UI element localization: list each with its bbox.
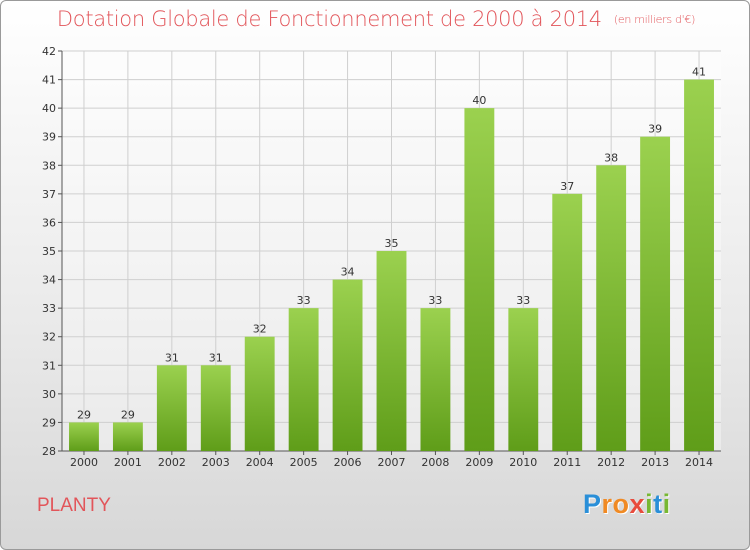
logo-letter: i — [645, 489, 654, 519]
x-tick-label: 2012 — [597, 456, 625, 469]
y-tick-label: 41 — [42, 74, 56, 87]
data-label: 33 — [516, 294, 530, 307]
proxiti-logo: Proxiti — [583, 489, 671, 520]
x-tick-label: 2014 — [685, 456, 713, 469]
logo-letter: t — [653, 489, 663, 519]
data-label: 39 — [648, 123, 662, 136]
bar-2008 — [420, 308, 451, 451]
commune-name: PLANTY — [37, 495, 111, 516]
y-tick-label: 33 — [42, 302, 56, 315]
y-tick-label: 28 — [42, 445, 56, 458]
x-tick-label: 2003 — [202, 456, 230, 469]
bar-2011 — [552, 193, 583, 451]
bar-2004 — [244, 336, 275, 451]
data-label: 32 — [253, 323, 267, 336]
bar-2003 — [200, 365, 231, 451]
x-tick-label: 2007 — [378, 456, 406, 469]
bar-2005 — [288, 308, 319, 451]
x-tick-label: 2005 — [290, 456, 318, 469]
y-tick-label: 42 — [42, 45, 56, 58]
bar-2009 — [464, 108, 495, 452]
data-label: 41 — [692, 66, 706, 79]
logo-letter: i — [662, 489, 671, 519]
y-tick-label: 34 — [42, 274, 56, 287]
y-tick-label: 38 — [42, 159, 56, 172]
logo-letter: x — [629, 489, 646, 519]
bar-2000 — [69, 422, 99, 451]
bar-2014 — [684, 79, 714, 452]
x-tick-label: 2004 — [246, 456, 274, 469]
y-tick-label: 37 — [42, 188, 56, 201]
y-tick-label: 29 — [42, 416, 56, 429]
data-label: 40 — [472, 94, 486, 107]
chart-title-text: Dotation Globale de Fonctionnement de 20… — [56, 7, 602, 31]
data-label: 37 — [560, 180, 574, 193]
y-tick-label: 31 — [42, 359, 56, 372]
chart-title: Dotation Globale de Fonctionnement de 20… — [1, 7, 749, 31]
bar-2012 — [596, 165, 627, 452]
bar-2013 — [640, 136, 671, 451]
x-tick-label: 2008 — [421, 456, 449, 469]
data-label: 35 — [385, 237, 399, 250]
x-tick-label: 2009 — [465, 456, 493, 469]
x-tick-label: 2006 — [334, 456, 362, 469]
x-tick-label: 2001 — [114, 456, 142, 469]
x-tick-label: 2011 — [553, 456, 581, 469]
y-tick-label: 32 — [42, 331, 56, 344]
y-tick-label: 35 — [42, 245, 56, 258]
data-label: 29 — [77, 408, 91, 421]
bar-2002 — [156, 365, 187, 451]
x-tick-label: 2002 — [158, 456, 186, 469]
x-tick-label: 2010 — [509, 456, 537, 469]
data-label: 34 — [341, 266, 355, 279]
bar-2006 — [332, 279, 363, 451]
data-label: 31 — [209, 351, 223, 364]
y-tick-label: 40 — [42, 102, 56, 115]
logo-letter: r — [601, 489, 613, 519]
y-tick-label: 30 — [42, 388, 56, 401]
y-tick-label: 39 — [42, 131, 56, 144]
bar-2001 — [112, 422, 143, 451]
x-tick-label: 2000 — [70, 456, 98, 469]
data-label: 29 — [121, 408, 135, 421]
bar-2010 — [508, 308, 539, 451]
x-tick-label: 2013 — [641, 456, 669, 469]
data-label: 33 — [297, 294, 311, 307]
bar-2007 — [376, 251, 407, 451]
data-label: 31 — [165, 351, 179, 364]
logo-letter: P — [583, 489, 602, 519]
y-tick-label: 36 — [42, 216, 56, 229]
chart-unit-note: (en milliers d'€) — [613, 13, 696, 26]
data-label: 38 — [604, 151, 618, 164]
logo-letter: o — [612, 489, 630, 519]
data-label: 33 — [428, 294, 442, 307]
